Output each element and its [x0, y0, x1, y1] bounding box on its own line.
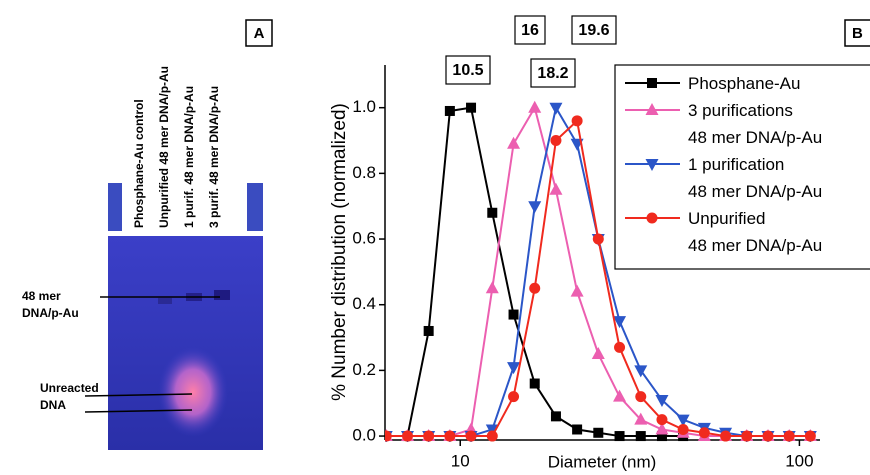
- marker: [647, 213, 658, 224]
- marker: [423, 431, 434, 442]
- lane-label: 1 purif. 48 mer DNA/p-Au: [182, 86, 196, 228]
- panel-label: A: [254, 25, 265, 42]
- lane-label: 3 purif. 48 mer DNA/p-Au: [207, 86, 221, 228]
- marker: [741, 431, 752, 442]
- marker: [647, 78, 657, 88]
- marker: [699, 427, 710, 438]
- legend-label: 1 purification 48 mer DNA/p-Au: [688, 151, 822, 205]
- marker: [549, 183, 562, 195]
- annotation: 16: [521, 22, 539, 39]
- annotation: 19.6: [578, 22, 609, 39]
- marker: [549, 103, 562, 115]
- marker: [614, 342, 625, 353]
- y-tick-label: 0.8: [352, 163, 376, 182]
- marker: [528, 201, 541, 213]
- legend-label: 3 purifications 48 mer DNA/p-Au: [688, 97, 822, 151]
- marker: [424, 326, 434, 336]
- y-tick-label: 1.0: [352, 97, 376, 116]
- y-tick-label: 0.2: [352, 360, 376, 379]
- lane-label: Phosphane-Au control: [132, 99, 146, 228]
- gel-label: Unreacted DNA: [40, 380, 99, 414]
- marker: [445, 106, 455, 116]
- y-tick-label: 0.4: [352, 294, 376, 313]
- marker: [550, 135, 561, 146]
- marker: [486, 281, 499, 293]
- marker: [551, 411, 561, 421]
- marker: [615, 431, 625, 441]
- marker: [466, 103, 476, 113]
- marker: [593, 428, 603, 438]
- band: [214, 290, 230, 300]
- band: [158, 298, 172, 304]
- marker: [571, 285, 584, 297]
- y-axis-label: % Number distribution (normalized): [329, 103, 350, 401]
- y-tick-label: 0.0: [352, 426, 376, 445]
- marker: [592, 347, 605, 359]
- dna-glow: [158, 347, 228, 437]
- marker: [784, 431, 795, 442]
- marker: [635, 391, 646, 402]
- x-tick-label: 100: [785, 451, 813, 470]
- y-tick-label: 0.6: [352, 229, 376, 248]
- marker: [508, 391, 519, 402]
- x-axis-label: Diameter (nm): [548, 452, 657, 471]
- gel-label: 48 mer DNA/p-Au: [22, 288, 79, 322]
- marker: [593, 234, 604, 245]
- marker: [487, 208, 497, 218]
- annotation: 18.2: [537, 65, 568, 82]
- marker: [487, 431, 498, 442]
- marker: [805, 431, 816, 442]
- marker: [509, 310, 519, 320]
- marker: [507, 137, 520, 149]
- marker: [656, 414, 667, 425]
- marker: [402, 431, 413, 442]
- marker: [466, 431, 477, 442]
- x-tick-label: 10: [451, 451, 470, 470]
- legend-label: Phosphane-Au: [688, 70, 800, 97]
- annotation: 10.5: [452, 62, 483, 79]
- marker: [572, 115, 583, 126]
- marker: [572, 424, 582, 434]
- marker: [678, 424, 689, 435]
- legend-label: Unpurified 48 mer DNA/p-Au: [688, 205, 822, 259]
- marker: [528, 101, 541, 113]
- lane-label: Unpurified 48 mer DNA/p-Au: [157, 66, 171, 228]
- figure: A B Phosphane-Au control Unpurified 48 me…: [0, 0, 870, 475]
- marker: [529, 283, 540, 294]
- marker: [444, 431, 455, 442]
- marker: [636, 431, 646, 441]
- marker: [763, 431, 774, 442]
- marker: [720, 431, 731, 442]
- marker: [530, 379, 540, 389]
- marker: [613, 390, 626, 402]
- panel-label: B: [852, 25, 863, 42]
